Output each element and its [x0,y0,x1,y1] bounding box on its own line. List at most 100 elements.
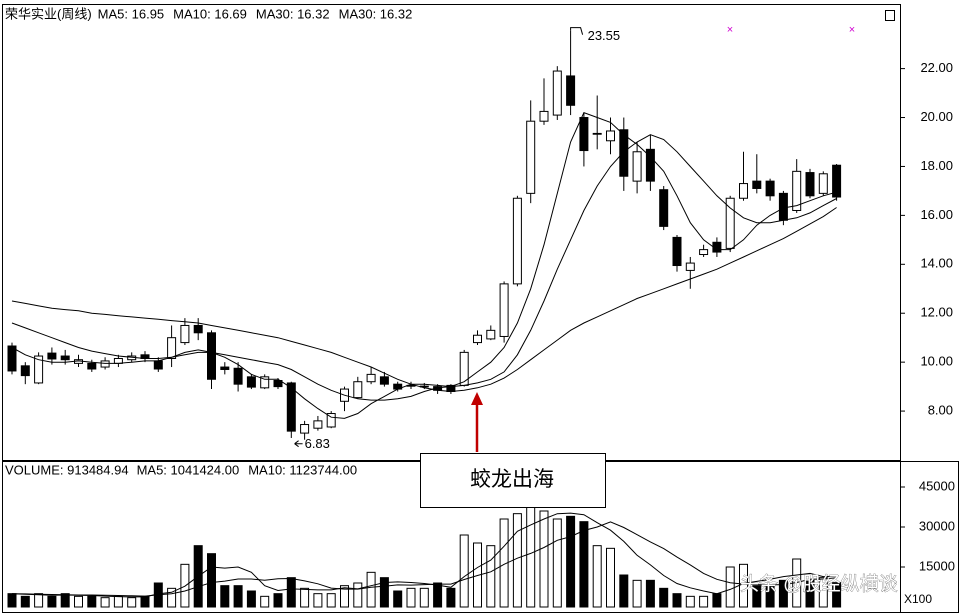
candle-body [353,381,363,399]
volume-bar [512,513,522,608]
volume-bar [47,595,57,608]
volume-bar [7,593,17,608]
volume-bar [526,505,536,608]
candle-body [459,351,469,386]
callout-arrowhead [471,392,483,405]
candle-body [7,345,17,372]
volume-bar [606,547,615,608]
volume-bar [805,579,815,608]
volume-bar [672,593,682,608]
volume-bar [300,587,310,608]
volume-bar [406,587,416,608]
volume-bar [712,593,722,608]
volume-bar [699,595,709,608]
volume-bar [233,585,243,608]
ma-line [11,134,837,401]
volume-bar [313,593,323,608]
ma-line [11,207,837,393]
candle-body [805,172,815,197]
candle-body [207,332,216,380]
candle-body [499,283,509,337]
legend-entry: MA10: 1123744.00 [248,462,357,477]
candle-body [473,334,482,344]
candle-body [672,236,682,267]
y-tick-label: 8.00 [928,403,953,418]
volume-bar [113,595,123,608]
volume-bar [579,521,589,608]
candle-body [512,197,522,285]
volume-bar [100,597,110,608]
volume-bar [592,545,602,608]
volume-bar [765,585,775,608]
volume-bar [87,595,97,608]
candle-body [739,183,748,199]
unit-label: X100 [904,592,932,606]
volume-bar [832,582,842,608]
watermark: 头条 @股经纵横谈 [740,573,898,595]
candle-body [765,180,775,197]
candle-body [246,376,256,388]
candle-body [566,75,576,106]
candle-body [619,129,629,177]
marker: × [727,24,733,36]
volume-ma-line [11,521,837,597]
volume-bar [286,577,296,608]
candle-body [366,373,376,383]
y-tick-label: 12.00 [920,305,953,320]
candle-body [725,197,735,249]
candle-body [526,120,536,194]
candle-body [47,352,57,360]
y-tick-label: 45000 [919,478,955,493]
volume-bar [140,595,150,608]
candle-body [260,376,270,389]
candle-body [685,262,695,271]
volume-bar [818,577,828,608]
candle-body [233,367,243,385]
candle-body [153,360,163,370]
candle-body [832,164,842,198]
legend-entry: MA30: 16.32 [339,6,413,21]
window-icon[interactable] [885,10,895,21]
candle-body [592,132,602,135]
candle-body [313,420,323,429]
volume-bar [167,587,177,608]
volume-bar [246,590,256,608]
volume-bar [486,545,496,608]
y-tick-label: 10.00 [920,354,953,369]
volume-bar [273,593,283,608]
volume-bar [659,587,669,608]
plot: 8.00 10.00 12.00 14.00 16.00 18.00 20.00 22.00 2… [7,6,955,608]
ma-line [11,111,837,419]
candle-body [486,329,496,340]
candle-body [220,366,230,370]
legend-entry: MA30: 16.32 [256,6,330,21]
y-tick-label: 18.00 [920,158,953,173]
volume-bar [778,579,788,608]
candle-body [792,170,802,211]
y-tick-label: 20.00 [920,109,953,124]
legend-entry: MA5: 16.95 [98,6,165,21]
y-tick-label: 16.00 [920,207,953,222]
volume-bar [34,593,44,608]
legend-entry: MA5: 1041424.00 [137,462,240,477]
candle-body [552,70,562,116]
candle-body [180,324,190,344]
candle-body [113,357,123,364]
volume-bar [74,595,83,608]
candle-body [632,151,642,182]
y-tick-label: 22.00 [920,60,953,75]
volume-bar [60,593,70,608]
candle-body [579,117,589,152]
volume-bar [446,587,456,608]
y-tick-label: 14.00 [920,256,953,271]
candle-body [300,424,310,434]
volume-bar [20,595,30,608]
volume-bar [207,553,216,608]
candle-body [286,382,296,432]
min-label: 6.83 [305,436,330,451]
max-label: 23.55 [588,28,621,43]
y-tick-label: 15000 [919,558,955,573]
volume-bar [127,597,137,608]
